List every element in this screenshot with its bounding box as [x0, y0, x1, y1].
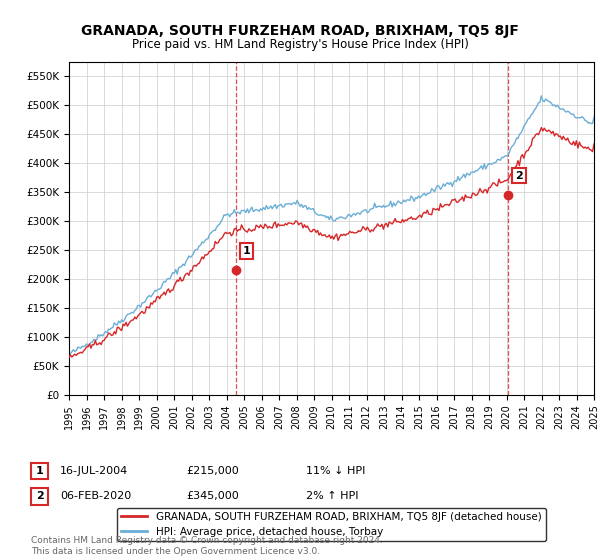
Text: 2% ↑ HPI: 2% ↑ HPI — [306, 491, 359, 501]
Text: Contains HM Land Registry data © Crown copyright and database right 2024.
This d: Contains HM Land Registry data © Crown c… — [31, 536, 383, 556]
Text: 06-FEB-2020: 06-FEB-2020 — [60, 491, 131, 501]
Text: 16-JUL-2004: 16-JUL-2004 — [60, 466, 128, 476]
Text: 2: 2 — [515, 171, 523, 181]
Legend: GRANADA, SOUTH FURZEHAM ROAD, BRIXHAM, TQ5 8JF (detached house), HPI: Average pr: GRANADA, SOUTH FURZEHAM ROAD, BRIXHAM, T… — [117, 508, 546, 541]
Text: 2: 2 — [36, 491, 43, 501]
Text: 11% ↓ HPI: 11% ↓ HPI — [306, 466, 365, 476]
Text: £345,000: £345,000 — [186, 491, 239, 501]
Text: Price paid vs. HM Land Registry's House Price Index (HPI): Price paid vs. HM Land Registry's House … — [131, 38, 469, 51]
Text: 1: 1 — [36, 466, 43, 476]
Text: GRANADA, SOUTH FURZEHAM ROAD, BRIXHAM, TQ5 8JF: GRANADA, SOUTH FURZEHAM ROAD, BRIXHAM, T… — [81, 24, 519, 38]
Text: £215,000: £215,000 — [186, 466, 239, 476]
Text: 1: 1 — [243, 246, 251, 256]
